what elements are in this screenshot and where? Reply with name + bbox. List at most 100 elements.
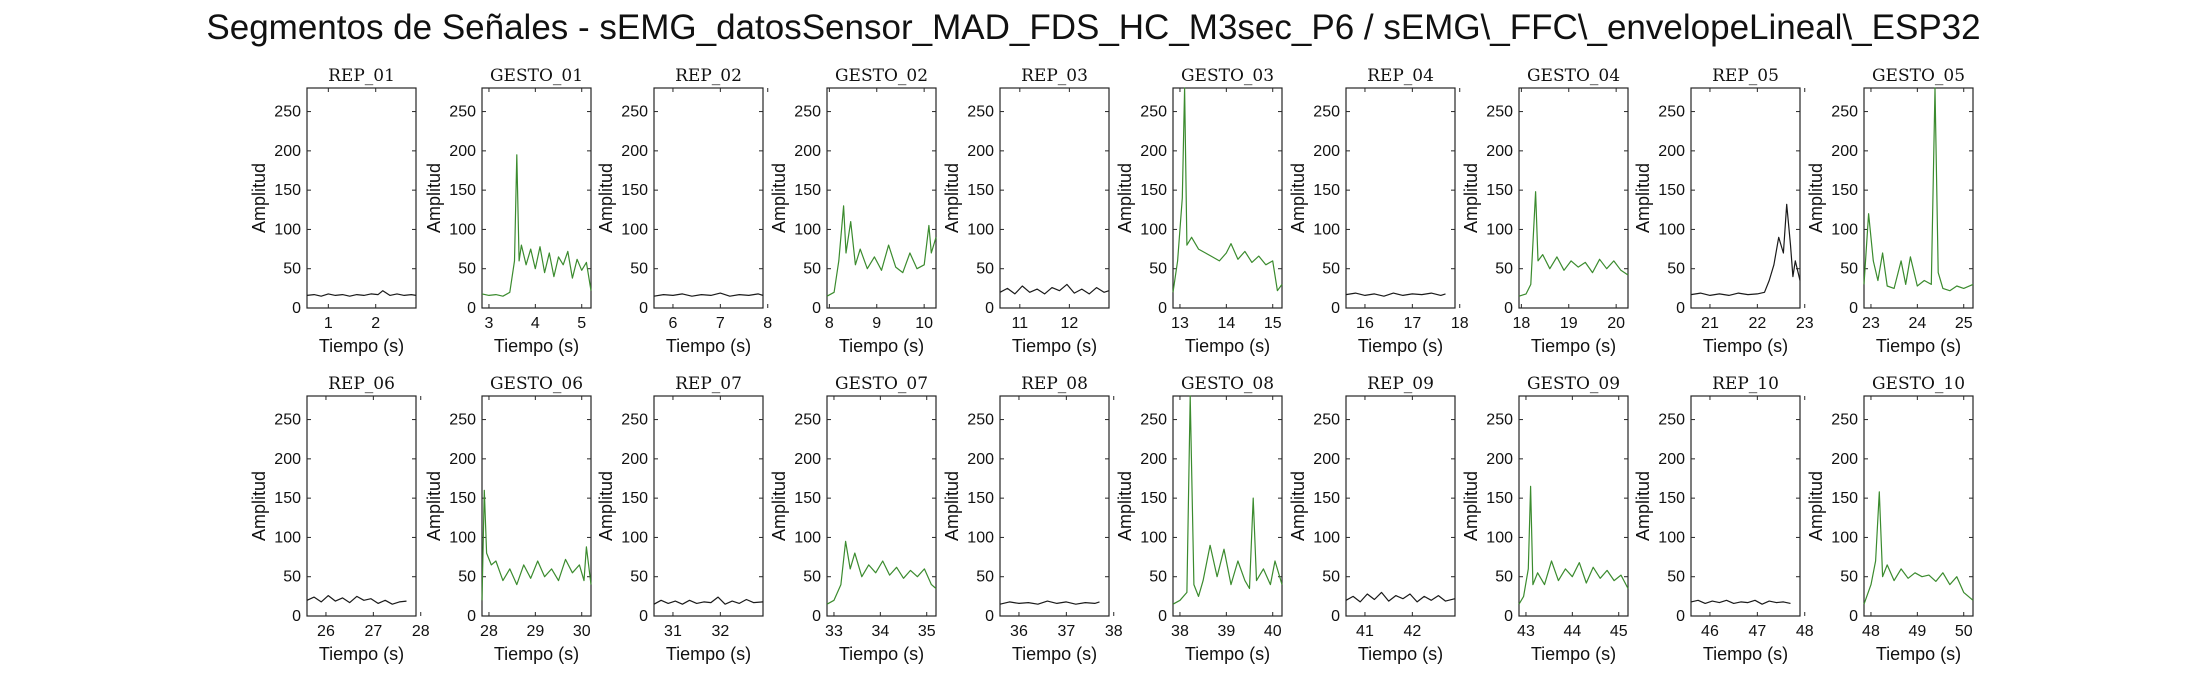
x-tick-label: 29 <box>526 623 544 640</box>
x-tick-label: 2 <box>371 315 380 332</box>
x-axis-label: Tiempo (s) <box>319 336 404 356</box>
x-tick-label: 11 <box>1012 315 1029 332</box>
y-axis-label: Amplitud <box>249 471 269 541</box>
subplot-rep_03: 0 50 100 150 200 250 11 12 REP_03 Tiempo (s) Ampli… <box>942 66 1110 356</box>
x-tick-label: 32 <box>711 623 729 640</box>
signal-line <box>999 600 1100 605</box>
y-tick-label: 100 <box>794 529 821 546</box>
signal-line <box>653 292 764 297</box>
subplot-title: GESTO_04 <box>1527 66 1620 86</box>
y-tick-label: 250 <box>1486 412 1513 429</box>
x-tick-label: 45 <box>1610 623 1628 640</box>
axes-box <box>1690 87 1801 309</box>
signal-line <box>826 205 937 297</box>
subplot-title: REP_07 <box>675 374 742 394</box>
x-axis-label: Tiempo (s) <box>1012 336 1097 356</box>
x-tick-label: 36 <box>1010 623 1028 640</box>
y-tick-label: 0 <box>1331 608 1340 625</box>
y-tick-label: 150 <box>1658 182 1685 199</box>
x-tick-label: 35 <box>918 623 936 640</box>
x-tick-label: 18 <box>1512 315 1530 332</box>
y-tick-label: 150 <box>274 490 301 507</box>
y-tick-label: 100 <box>1658 529 1685 546</box>
subplot-gesto_09: 0 50 100 150 200 250 43 44 45 GESTO_09 Tiempo (s) A… <box>1461 374 1629 664</box>
x-tick-label: 33 <box>825 623 843 640</box>
axes-box <box>1172 87 1283 309</box>
y-tick-label: 150 <box>794 182 821 199</box>
y-tick-label: 150 <box>1486 490 1513 507</box>
signal-line <box>1690 599 1791 605</box>
x-axis-label: Tiempo (s) <box>494 644 579 664</box>
x-tick-label: 18 <box>1451 315 1469 332</box>
subplot-gesto_02: 0 50 100 150 200 250 8 9 10 GESTO_02 Tiempo (s) Amp… <box>769 66 937 356</box>
axes-box <box>1518 395 1629 617</box>
y-tick-label: 50 <box>976 569 994 586</box>
y-tick-label: 0 <box>292 608 301 625</box>
y-axis-label: Amplitud <box>1115 471 1135 541</box>
y-tick-label: 50 <box>1495 261 1513 278</box>
y-tick-label: 200 <box>1486 451 1513 468</box>
signal-line <box>1863 491 1974 605</box>
y-tick-label: 50 <box>1149 261 1167 278</box>
x-tick-label: 44 <box>1563 623 1581 640</box>
y-tick-label: 0 <box>639 608 648 625</box>
x-axis-label: Tiempo (s) <box>1185 336 1270 356</box>
x-tick-label: 6 <box>669 315 678 332</box>
subplot-title: REP_02 <box>675 66 742 86</box>
x-tick-label: 23 <box>1796 315 1814 332</box>
subplot-title: REP_05 <box>1712 66 1779 86</box>
x-tick-label: 48 <box>1796 623 1814 640</box>
y-tick-label: 150 <box>449 182 476 199</box>
y-axis-label: Amplitud <box>596 163 616 233</box>
y-tick-label: 150 <box>1831 182 1858 199</box>
x-tick-label: 20 <box>1607 315 1625 332</box>
y-tick-label: 0 <box>1158 300 1167 317</box>
axes-box <box>1345 395 1456 617</box>
y-tick-label: 100 <box>621 529 648 546</box>
x-tick-label: 8 <box>763 315 772 332</box>
x-tick-label: 30 <box>573 623 591 640</box>
y-tick-label: 50 <box>1322 569 1340 586</box>
y-tick-label: 200 <box>1486 143 1513 160</box>
y-tick-label: 250 <box>274 412 301 429</box>
subplot-title: GESTO_03 <box>1181 66 1274 86</box>
y-tick-label: 0 <box>1331 300 1340 317</box>
axes-box <box>1863 87 1974 309</box>
y-tick-label: 250 <box>621 104 648 121</box>
y-tick-label: 250 <box>621 412 648 429</box>
subplot-title: REP_04 <box>1367 66 1434 86</box>
x-tick-label: 17 <box>1403 315 1421 332</box>
x-tick-label: 5 <box>577 315 586 332</box>
y-tick-label: 250 <box>1140 104 1167 121</box>
x-tick-label: 43 <box>1517 623 1535 640</box>
x-tick-label: 31 <box>664 623 682 640</box>
y-tick-label: 0 <box>812 300 821 317</box>
y-tick-label: 100 <box>449 221 476 238</box>
x-tick-label: 50 <box>1955 623 1973 640</box>
subplot-title: REP_08 <box>1021 374 1088 394</box>
x-axis-label: Tiempo (s) <box>666 336 751 356</box>
y-tick-label: 50 <box>1667 569 1685 586</box>
x-axis-label: Tiempo (s) <box>839 336 924 356</box>
signal-line <box>1172 395 1283 605</box>
y-tick-label: 0 <box>1158 608 1167 625</box>
signal-line <box>826 540 937 605</box>
y-tick-label: 100 <box>274 529 301 546</box>
y-tick-label: 50 <box>458 261 476 278</box>
x-tick-label: 13 <box>1171 315 1189 332</box>
y-tick-label: 200 <box>1313 143 1340 160</box>
y-tick-label: 100 <box>1313 529 1340 546</box>
axes-box <box>306 395 417 617</box>
x-tick-label: 25 <box>1955 315 1973 332</box>
signal-line <box>306 290 417 297</box>
y-tick-label: 250 <box>794 412 821 429</box>
y-tick-label: 50 <box>976 261 994 278</box>
subplot-gesto_03: 0 50 100 150 200 250 13 14 15 GESTO_03 Tiempo (s) A… <box>1115 66 1283 356</box>
signal-line <box>306 594 407 605</box>
x-axis-label: Tiempo (s) <box>1876 336 1961 356</box>
y-tick-label: 250 <box>967 104 994 121</box>
y-tick-label: 250 <box>1658 412 1685 429</box>
y-tick-label: 150 <box>1486 182 1513 199</box>
subplot-rep_06: 0 50 100 150 200 250 26 27 28 REP_06 Tiempo (s) Amp… <box>249 374 430 664</box>
x-tick-label: 7 <box>716 315 725 332</box>
